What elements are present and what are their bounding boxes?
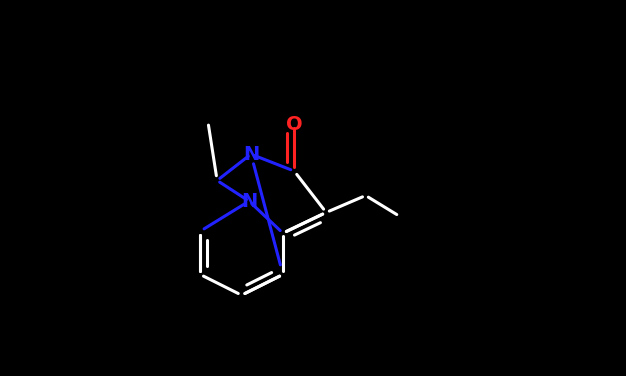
Text: N: N xyxy=(241,192,257,211)
Text: O: O xyxy=(286,115,302,133)
Text: N: N xyxy=(243,145,259,164)
